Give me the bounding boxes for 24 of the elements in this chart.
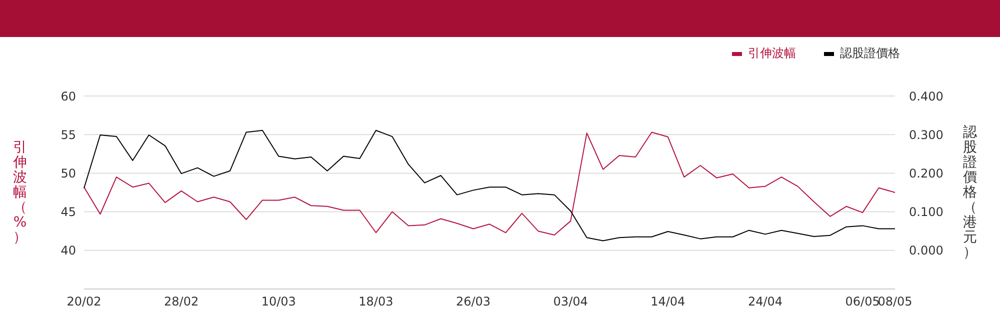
x-tick-label: 08/05 [878,294,912,309]
y-tick-label: 50 [60,166,76,180]
y-tick-label: 40 [60,244,76,258]
y2-tick-label: 0.100 [909,205,944,220]
y2-tick-label: 0.000 [909,244,944,258]
y-tick-label: 45 [60,205,76,220]
x-tick-label: 26/03 [456,294,491,309]
x-tick-label: 03/04 [553,294,588,309]
x-tick-label: 06/05 [845,294,880,309]
legend-label: 認股證價格 [840,45,900,62]
x-tick-label: 28/02 [164,294,199,309]
x-tick-label: 10/03 [261,294,296,309]
x-tick-label: 24/04 [748,294,783,309]
y2-tick-label: 0.200 [909,166,944,180]
y2-tick-label: 0.400 [909,89,944,104]
y-axis-title: 引伸波幅（%） [12,139,27,246]
x-tick-label: 18/03 [358,294,394,309]
y-tick-label: 60 [60,89,76,104]
y-tick-label: 55 [60,128,76,142]
legend-label: 引伸波幅 [748,45,796,62]
x-tick-label: 20/02 [66,294,102,309]
text: 認股證價格（港元） [963,124,977,260]
x-tick-label: 14/04 [650,294,686,309]
y2-tick-label: 0.300 [909,128,944,142]
